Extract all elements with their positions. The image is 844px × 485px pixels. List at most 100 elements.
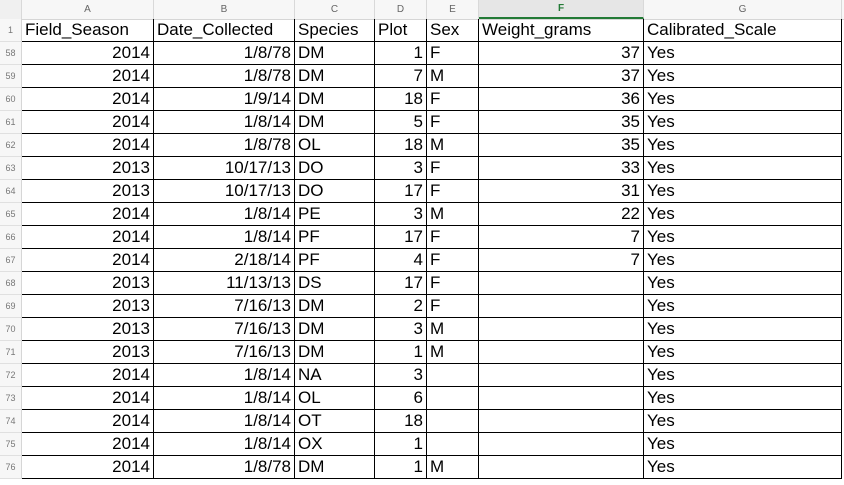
row-number[interactable]: 73 bbox=[0, 387, 22, 410]
cell-sex[interactable]: F bbox=[427, 157, 479, 180]
cell-species[interactable]: DM bbox=[295, 42, 375, 65]
cell-field-season[interactable]: 2014 bbox=[22, 65, 154, 88]
row-number[interactable]: 67 bbox=[0, 249, 22, 272]
cell-sex[interactable]: M bbox=[427, 456, 479, 479]
select-all-corner[interactable] bbox=[0, 0, 22, 19]
row-number[interactable]: 64 bbox=[0, 180, 22, 203]
row-number[interactable]: 58 bbox=[0, 42, 22, 65]
cell-sex[interactable]: F bbox=[427, 88, 479, 111]
cell-weight-grams[interactable] bbox=[479, 341, 644, 364]
cell-plot[interactable]: 3 bbox=[375, 203, 427, 226]
cell-field-season[interactable]: 2014 bbox=[22, 134, 154, 157]
row-number[interactable]: 68 bbox=[0, 272, 22, 295]
cell-species[interactable]: NA bbox=[295, 364, 375, 387]
cell-field-season[interactable]: 2013 bbox=[22, 295, 154, 318]
row-number[interactable]: 71 bbox=[0, 341, 22, 364]
cell-field-season[interactable]: 2013 bbox=[22, 318, 154, 341]
cell-sex[interactable]: M bbox=[427, 318, 479, 341]
cell-plot[interactable]: 3 bbox=[375, 318, 427, 341]
cell-plot[interactable]: 18 bbox=[375, 88, 427, 111]
cell-field-season[interactable]: 2014 bbox=[22, 88, 154, 111]
cell-field-season[interactable]: 2014 bbox=[22, 387, 154, 410]
cell-field-season[interactable]: 2014 bbox=[22, 456, 154, 479]
cell-plot[interactable]: 3 bbox=[375, 364, 427, 387]
cell-calibrated-scale[interactable]: Yes bbox=[644, 111, 842, 134]
column-header-e[interactable]: E bbox=[427, 0, 479, 19]
cell-sex[interactable] bbox=[427, 410, 479, 433]
cell-species[interactable]: OL bbox=[295, 387, 375, 410]
cell-species[interactable]: OL bbox=[295, 134, 375, 157]
cell-field-season[interactable]: 2013 bbox=[22, 272, 154, 295]
row-number[interactable]: 69 bbox=[0, 295, 22, 318]
column-header-c[interactable]: C bbox=[295, 0, 375, 19]
cell-species[interactable]: DO bbox=[295, 180, 375, 203]
cell-plot[interactable]: 17 bbox=[375, 226, 427, 249]
cell-sex[interactable]: F bbox=[427, 180, 479, 203]
row-number[interactable]: 62 bbox=[0, 134, 22, 157]
row-number[interactable]: 65 bbox=[0, 203, 22, 226]
row-number[interactable]: 63 bbox=[0, 157, 22, 180]
cell-date-collected[interactable]: 1/8/14 bbox=[154, 410, 295, 433]
cell-field-season[interactable]: 2014 bbox=[22, 364, 154, 387]
cell-field-season[interactable]: 2013 bbox=[22, 157, 154, 180]
cell-sex[interactable]: F bbox=[427, 272, 479, 295]
cell-sex[interactable] bbox=[427, 387, 479, 410]
cell-date-collected[interactable]: 1/8/78 bbox=[154, 134, 295, 157]
row-number[interactable]: 66 bbox=[0, 226, 22, 249]
cell-species[interactable]: PF bbox=[295, 249, 375, 272]
cell-sex[interactable]: F bbox=[427, 226, 479, 249]
cell-weight-grams[interactable]: 31 bbox=[479, 180, 644, 203]
cell-date-collected[interactable]: 1/8/14 bbox=[154, 433, 295, 456]
column-header-d[interactable]: D bbox=[375, 0, 427, 19]
column-header-a[interactable]: A bbox=[22, 0, 154, 19]
header-cell-date-collected[interactable]: Date_Collected bbox=[154, 19, 295, 42]
cell-date-collected[interactable]: 1/8/14 bbox=[154, 111, 295, 134]
cell-date-collected[interactable]: 1/8/78 bbox=[154, 42, 295, 65]
cell-calibrated-scale[interactable]: Yes bbox=[644, 318, 842, 341]
row-number[interactable]: 61 bbox=[0, 111, 22, 134]
cell-weight-grams[interactable]: 35 bbox=[479, 134, 644, 157]
cell-plot[interactable]: 17 bbox=[375, 180, 427, 203]
cell-plot[interactable]: 3 bbox=[375, 157, 427, 180]
cell-species[interactable]: PF bbox=[295, 226, 375, 249]
cell-weight-grams[interactable] bbox=[479, 364, 644, 387]
cell-date-collected[interactable]: 10/17/13 bbox=[154, 157, 295, 180]
cell-calibrated-scale[interactable]: Yes bbox=[644, 387, 842, 410]
cell-species[interactable]: OX bbox=[295, 433, 375, 456]
cell-weight-grams[interactable] bbox=[479, 456, 644, 479]
cell-species[interactable]: DM bbox=[295, 456, 375, 479]
cell-date-collected[interactable]: 1/8/78 bbox=[154, 456, 295, 479]
cell-calibrated-scale[interactable]: Yes bbox=[644, 364, 842, 387]
cell-plot[interactable]: 18 bbox=[375, 410, 427, 433]
cell-date-collected[interactable]: 1/9/14 bbox=[154, 88, 295, 111]
cell-date-collected[interactable]: 1/8/14 bbox=[154, 203, 295, 226]
cell-calibrated-scale[interactable]: Yes bbox=[644, 226, 842, 249]
cell-weight-grams[interactable] bbox=[479, 318, 644, 341]
cell-calibrated-scale[interactable]: Yes bbox=[644, 433, 842, 456]
cell-field-season[interactable]: 2014 bbox=[22, 249, 154, 272]
cell-calibrated-scale[interactable]: Yes bbox=[644, 341, 842, 364]
row-number[interactable]: 70 bbox=[0, 318, 22, 341]
cell-field-season[interactable]: 2014 bbox=[22, 433, 154, 456]
cell-weight-grams[interactable] bbox=[479, 433, 644, 456]
column-header-b[interactable]: B bbox=[154, 0, 295, 19]
row-number[interactable]: 1 bbox=[0, 19, 22, 42]
cell-calibrated-scale[interactable]: Yes bbox=[644, 249, 842, 272]
cell-calibrated-scale[interactable]: Yes bbox=[644, 295, 842, 318]
cell-calibrated-scale[interactable]: Yes bbox=[644, 42, 842, 65]
cell-plot[interactable]: 2 bbox=[375, 295, 427, 318]
cell-weight-grams[interactable]: 22 bbox=[479, 203, 644, 226]
cell-date-collected[interactable]: 7/16/13 bbox=[154, 295, 295, 318]
cell-plot[interactable]: 7 bbox=[375, 65, 427, 88]
row-number[interactable]: 74 bbox=[0, 410, 22, 433]
row-number[interactable]: 60 bbox=[0, 88, 22, 111]
cell-field-season[interactable]: 2013 bbox=[22, 341, 154, 364]
cell-calibrated-scale[interactable]: Yes bbox=[644, 456, 842, 479]
cell-sex[interactable]: M bbox=[427, 65, 479, 88]
cell-date-collected[interactable]: 7/16/13 bbox=[154, 318, 295, 341]
cell-sex[interactable]: M bbox=[427, 203, 479, 226]
cell-weight-grams[interactable]: 37 bbox=[479, 42, 644, 65]
cell-sex[interactable]: F bbox=[427, 295, 479, 318]
cell-plot[interactable]: 4 bbox=[375, 249, 427, 272]
cell-sex[interactable]: M bbox=[427, 134, 479, 157]
